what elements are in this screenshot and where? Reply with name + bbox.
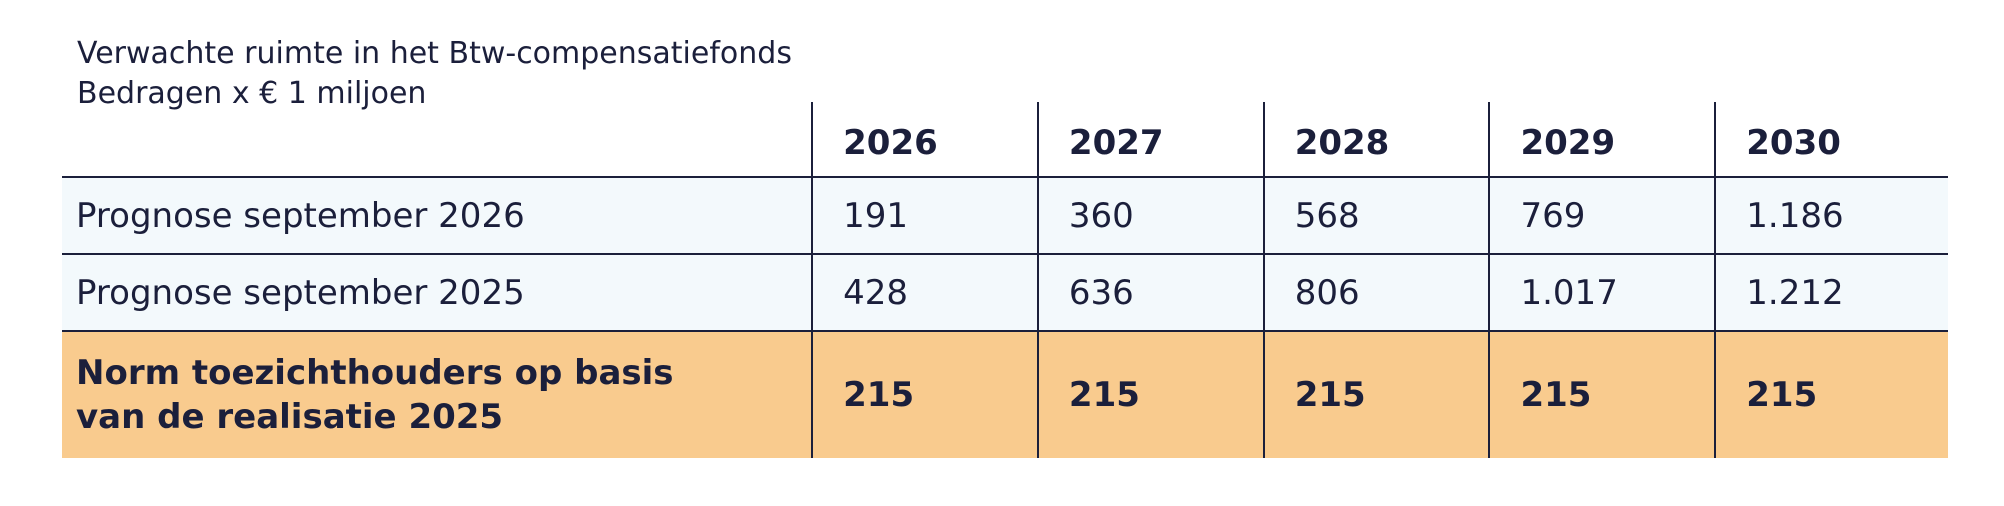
cell-value: 806 (1262, 255, 1489, 330)
cell-value: 191 (811, 178, 1037, 253)
cell-value: 215 (1714, 332, 1948, 458)
cell-value: 215 (811, 332, 1037, 458)
cell-value: 215 (1488, 332, 1714, 458)
cell-value: 568 (1262, 178, 1489, 253)
cell-value: 215 (1262, 332, 1489, 458)
table-subtitle: Bedragen x € 1 miljoen (77, 76, 427, 111)
table-title: Verwachte ruimte in het Btw-compensatief… (77, 36, 792, 71)
cell-value: 1.186 (1714, 178, 1948, 253)
header-year-2026: 2026 (811, 102, 1037, 176)
table-title-block: Verwachte ruimte in het Btw-compensatief… (77, 34, 792, 114)
header-year-2029: 2029 (1488, 102, 1714, 176)
cell-value: 769 (1488, 178, 1714, 253)
cell-value: 428 (811, 255, 1037, 330)
cell-value: 1.017 (1488, 255, 1714, 330)
header-label-cell (62, 102, 811, 176)
row-label-line: van de realisatie 2025 (76, 397, 504, 437)
table-row-prognose-2026: Prognose september 2026 191 360 568 769 … (62, 178, 1948, 255)
cell-value: 360 (1036, 178, 1263, 253)
header-year-2030: 2030 (1714, 102, 1948, 176)
cell-value: 1.212 (1714, 255, 1948, 330)
cell-value: 215 (1036, 332, 1263, 458)
row-label: Prognose september 2025 (76, 272, 525, 313)
row-label: Norm toezichthouders op basis van de rea… (62, 332, 811, 458)
table-header-row: 2026 2027 2028 2029 2030 (62, 102, 1948, 178)
data-table: 2026 2027 2028 2029 2030 Prognose septem… (62, 102, 1948, 458)
header-year-2027: 2027 (1036, 102, 1263, 176)
table-row-norm: Norm toezichthouders op basis van de rea… (62, 332, 1948, 458)
table-row-prognose-2025: Prognose september 2025 428 636 806 1.01… (62, 255, 1948, 332)
row-label-line: Norm toezichthouders op basis (76, 353, 674, 393)
row-label: Prognose september 2026 (76, 195, 525, 236)
cell-value: 636 (1036, 255, 1263, 330)
header-year-2028: 2028 (1262, 102, 1489, 176)
